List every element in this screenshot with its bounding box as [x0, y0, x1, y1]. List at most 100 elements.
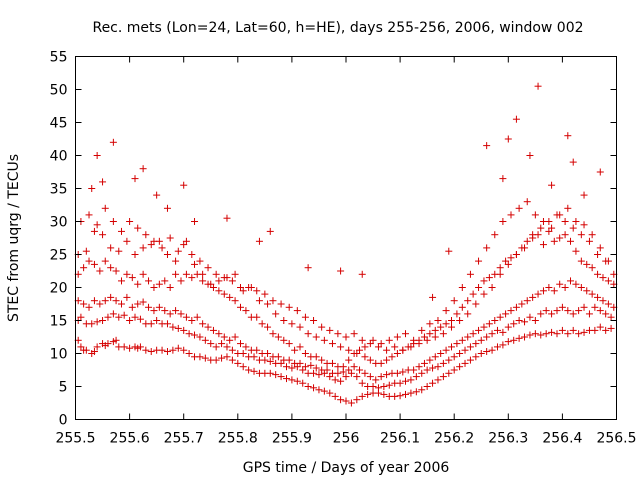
data-point — [596, 244, 604, 252]
data-point — [393, 333, 401, 341]
data-point — [531, 317, 539, 324]
data-point — [107, 264, 115, 272]
data-point — [423, 336, 431, 344]
data-point — [204, 323, 212, 331]
data-point — [496, 264, 504, 272]
data-point — [304, 330, 312, 338]
data-point — [226, 336, 234, 344]
data-point — [512, 251, 520, 258]
data-point — [521, 333, 529, 341]
data-point — [112, 336, 120, 344]
data-point — [199, 320, 207, 328]
data-point — [155, 280, 163, 288]
data-point — [326, 326, 334, 334]
data-point — [282, 363, 290, 371]
data-point — [126, 344, 134, 352]
data-point — [101, 297, 109, 305]
data-point — [515, 334, 523, 342]
data-point — [80, 264, 88, 272]
data-point — [526, 313, 534, 321]
data-point — [477, 350, 485, 357]
data-point — [228, 277, 236, 285]
data-point — [293, 307, 301, 315]
data-point — [280, 336, 288, 344]
data-point — [101, 204, 109, 212]
data-point — [218, 340, 226, 348]
data-point — [529, 231, 537, 239]
data-point — [131, 251, 139, 258]
data-point — [310, 369, 318, 377]
data-point — [191, 331, 199, 339]
data-point — [439, 359, 447, 367]
data-point — [577, 284, 585, 291]
data-point — [418, 369, 426, 377]
data-point — [353, 373, 361, 381]
data-point — [131, 175, 139, 183]
data-point — [539, 218, 547, 225]
data-point — [166, 310, 174, 318]
data-point — [472, 353, 480, 361]
x-tick-label: 256.5 — [596, 431, 636, 447]
data-point — [383, 356, 391, 364]
data-point — [264, 300, 272, 308]
data-point — [291, 346, 299, 354]
data-point — [99, 178, 107, 186]
data-point — [288, 364, 296, 372]
data-point — [418, 326, 426, 334]
data-point — [142, 346, 150, 354]
data-point — [569, 224, 577, 232]
data-point — [385, 381, 393, 389]
data-point — [472, 340, 480, 348]
data-point — [299, 379, 307, 387]
data-point — [126, 317, 134, 324]
data-point — [193, 313, 201, 321]
data-point — [480, 290, 488, 298]
data-point — [434, 363, 442, 371]
data-point — [426, 356, 434, 364]
data-point — [188, 274, 196, 282]
data-point — [539, 287, 547, 295]
x-axis-label: GPS time / Days of year 2006 — [243, 460, 450, 476]
data-point — [247, 284, 255, 291]
data-point — [345, 356, 353, 364]
data-point — [220, 333, 228, 341]
data-point — [326, 389, 334, 397]
data-point — [434, 376, 442, 384]
data-point — [99, 231, 107, 239]
data-point — [466, 270, 474, 278]
data-point — [163, 348, 171, 356]
data-point — [426, 320, 434, 328]
data-point — [583, 260, 591, 268]
data-point — [580, 303, 588, 311]
x-tick-label: 256.4 — [542, 431, 582, 447]
data-point — [88, 185, 96, 192]
data-point — [418, 386, 426, 394]
data-point — [572, 247, 580, 255]
y-tick-label: 55 — [50, 50, 68, 66]
data-point — [80, 300, 88, 308]
data-point — [323, 366, 331, 374]
data-point — [342, 333, 350, 341]
data-point — [237, 303, 245, 311]
data-point — [174, 324, 182, 332]
data-point — [304, 264, 312, 272]
data-point — [296, 323, 304, 331]
data-point — [245, 366, 253, 374]
data-point — [556, 211, 564, 219]
data-point — [350, 330, 358, 338]
data-point — [431, 333, 439, 341]
data-point — [504, 323, 512, 331]
data-point — [439, 373, 447, 381]
data-point — [548, 224, 556, 232]
data-point — [166, 284, 174, 291]
data-point — [85, 303, 93, 311]
data-point — [429, 364, 437, 372]
data-point — [315, 371, 323, 379]
data-point — [188, 251, 196, 258]
data-point — [93, 318, 101, 326]
data-point — [442, 307, 450, 315]
data-point — [264, 350, 272, 357]
data-point — [548, 328, 556, 336]
data-point — [534, 82, 542, 90]
data-point — [180, 181, 188, 189]
